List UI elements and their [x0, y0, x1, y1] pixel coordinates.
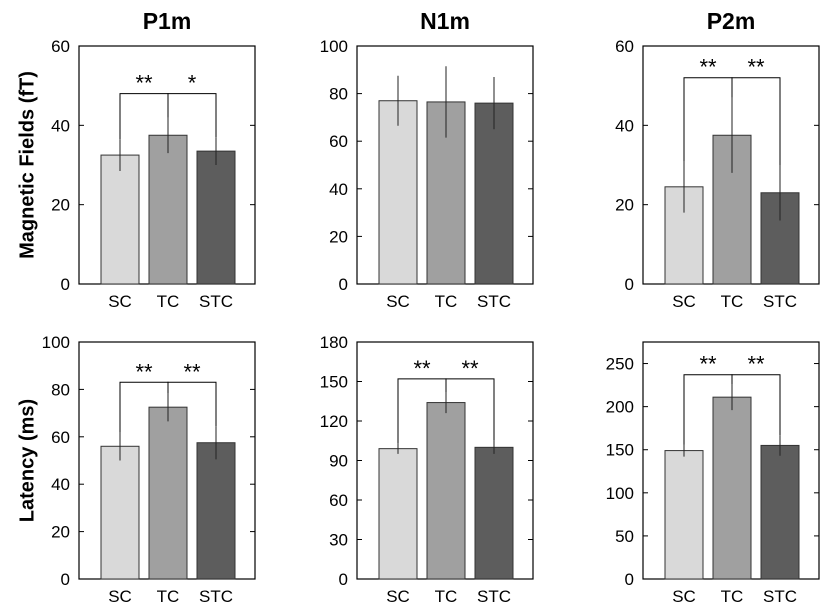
y-tick-label: 30	[329, 531, 348, 550]
x-tick-label: STC	[763, 587, 797, 604]
significance-bracket	[731, 374, 781, 436]
x-tick-label: TC	[721, 587, 744, 604]
y-axis-label: Magnetic Fields (fT)	[16, 71, 38, 259]
significance-label: **	[747, 55, 765, 80]
y-tick-label: 0	[61, 275, 70, 294]
x-tick-label: SC	[672, 292, 696, 311]
significance-label: **	[699, 55, 717, 80]
y-tick-label: 250	[606, 355, 634, 374]
x-tick-label: STC	[199, 587, 233, 604]
significance-label: **	[461, 356, 479, 381]
x-tick-label: STC	[199, 292, 233, 311]
panel-5: 0 30 60 90 120 150 180 SC TC STC ** **	[320, 333, 534, 604]
bar-stc	[474, 102, 514, 285]
y-tick-label: 60	[51, 428, 70, 447]
y-tick-label: 20	[51, 523, 70, 542]
y-tick-label: 0	[625, 275, 634, 294]
significance-label: **	[135, 359, 153, 384]
y-tick-label: 60	[329, 491, 348, 510]
y-tick-label: 0	[339, 570, 348, 589]
y-tick-label: 20	[51, 196, 70, 215]
significance-bracket	[119, 93, 169, 140]
y-tick-label: 60	[329, 132, 348, 151]
x-tick-label: TC	[157, 292, 180, 311]
y-tick-label: 0	[339, 275, 348, 294]
y-tick-label: 40	[329, 180, 348, 199]
y-tick-label: 80	[329, 85, 348, 104]
x-tick-label: STC	[477, 292, 511, 311]
significance-label: **	[135, 71, 153, 96]
y-tick-label: 0	[61, 570, 70, 589]
panel-title: P2m	[707, 8, 756, 34]
significance-label: **	[183, 359, 201, 384]
bar-sc	[378, 100, 418, 285]
panel-2: N1m 0 20 40 60 80 100 SC TC STC	[320, 8, 534, 311]
y-tick-label: 150	[606, 441, 634, 460]
y-tick-label: 20	[615, 196, 634, 215]
x-tick-label: TC	[721, 292, 744, 311]
y-tick-label: 40	[51, 116, 70, 135]
y-tick-label: 200	[606, 398, 634, 417]
y-tick-label: 150	[320, 373, 348, 392]
y-tick-label: 100	[42, 333, 70, 352]
y-tick-label: 50	[615, 527, 634, 546]
panel-title: P1m	[143, 8, 192, 34]
y-tick-label: 20	[329, 227, 348, 246]
y-tick-label: 100	[606, 484, 634, 503]
panel-4: Latency (ms) 0 20 40 60 80 100 SC TC STC ** **	[16, 333, 256, 604]
bar-stc	[196, 442, 236, 580]
bar-tc	[148, 406, 188, 580]
significance-label: **	[699, 352, 717, 377]
panel-3: P2m 0 20 40 60 SC TC STC ** **	[615, 8, 820, 311]
x-tick-label: SC	[672, 587, 696, 604]
significance-label: **	[413, 356, 431, 381]
y-tick-label: 60	[51, 37, 70, 56]
y-tick-label: 40	[615, 116, 634, 135]
bar-stc	[760, 444, 800, 580]
y-tick-label: 180	[320, 333, 348, 352]
x-tick-label: STC	[763, 292, 797, 311]
significance-bracket	[731, 77, 781, 165]
bar-tc	[148, 134, 188, 285]
significance-label: *	[188, 71, 197, 96]
significance-bracket	[167, 381, 217, 427]
y-tick-label: 90	[329, 452, 348, 471]
y-tick-label: 120	[320, 412, 348, 431]
y-tick-label: 100	[320, 37, 348, 56]
bar-tc	[712, 396, 752, 580]
y-tick-label: 40	[51, 475, 70, 494]
bar-sc	[378, 448, 418, 580]
panel-6: 0 50 100 150 200 250 SC TC STC ** **	[606, 341, 820, 604]
x-tick-label: SC	[108, 587, 132, 604]
bar-sc	[100, 445, 140, 580]
x-tick-label: SC	[386, 587, 410, 604]
bar-tc	[426, 402, 466, 580]
significance-bracket	[167, 93, 217, 138]
x-tick-label: TC	[157, 587, 180, 604]
bar-sc	[664, 450, 704, 580]
x-tick-label: SC	[108, 292, 132, 311]
x-tick-label: STC	[477, 587, 511, 604]
significance-label: **	[747, 352, 765, 377]
bar-stc	[196, 150, 236, 285]
bar-sc	[100, 154, 140, 285]
x-tick-label: TC	[435, 292, 458, 311]
x-tick-label: TC	[435, 587, 458, 604]
y-tick-label: 80	[51, 380, 70, 399]
x-tick-label: SC	[386, 292, 410, 311]
y-axis-label: Latency (ms)	[16, 399, 38, 522]
panel-title: N1m	[420, 8, 470, 34]
bar-stc	[474, 446, 514, 580]
y-tick-label: 60	[615, 37, 634, 56]
significance-bracket	[445, 378, 495, 441]
y-tick-label: 0	[625, 570, 634, 589]
